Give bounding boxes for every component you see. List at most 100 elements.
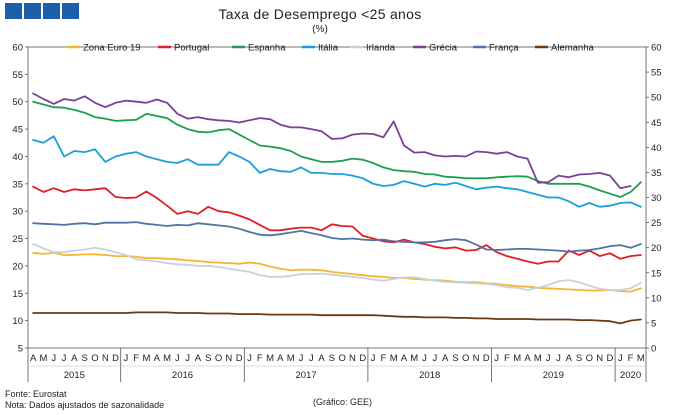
x-month-label: M xyxy=(390,353,398,364)
x-month-label: A xyxy=(524,353,531,364)
x-month-label: J xyxy=(371,353,376,364)
x-month-label: O xyxy=(586,353,593,364)
x-month-label: O xyxy=(462,353,469,364)
legend-label: Espanha xyxy=(248,43,286,54)
legend-label: Irlanda xyxy=(366,43,396,54)
x-month-label: N xyxy=(102,353,109,364)
series-line xyxy=(32,185,642,265)
x-year-label: 2015 xyxy=(64,370,85,381)
x-month-label: S xyxy=(81,353,87,364)
legend-label: França xyxy=(489,43,519,54)
x-month-label: M xyxy=(39,353,47,364)
y2-tick-label: 45 xyxy=(651,118,662,129)
chart-title: Taxa de Desemprego <25 anos xyxy=(218,6,422,22)
x-year-label: 2019 xyxy=(543,370,564,381)
series-line xyxy=(32,135,642,208)
y-tick-label: 5 xyxy=(18,344,23,355)
logo-block xyxy=(24,3,41,19)
x-month-label: J xyxy=(432,353,437,364)
y-tick-label: 50 xyxy=(12,97,23,108)
series-line xyxy=(32,100,642,198)
x-year-label: 2020 xyxy=(620,370,641,381)
x-month-label: M xyxy=(534,353,542,364)
x-month-label: M xyxy=(163,353,171,364)
legend-label: Portugal xyxy=(174,43,209,54)
x-month-label: J xyxy=(62,353,67,364)
series-line xyxy=(32,311,642,325)
y2-tick-label: 20 xyxy=(651,243,662,254)
source-note: Fonte: Eurostat xyxy=(5,389,67,399)
x-month-label: O xyxy=(338,353,345,364)
y2-tick-label: 25 xyxy=(651,218,662,229)
x-month-label: J xyxy=(123,353,128,364)
y-tick-label: 35 xyxy=(12,179,23,190)
series-line xyxy=(32,92,632,190)
x-month-label: S xyxy=(576,353,582,364)
footnote: Nota: Dados ajustados de sazonalidade xyxy=(5,400,165,410)
y2-tick-label: 15 xyxy=(651,268,662,279)
x-month-label: A xyxy=(154,353,161,364)
legend-label: Zona Euro 19 xyxy=(83,43,141,54)
x-month-label: D xyxy=(112,353,119,364)
x-month-label: J xyxy=(546,353,551,364)
x-month-label: D xyxy=(607,353,614,364)
x-month-label: J xyxy=(494,353,499,364)
x-month-label: D xyxy=(236,353,243,364)
series-line xyxy=(32,221,642,253)
x-month-label: J xyxy=(422,353,427,364)
logo-block xyxy=(5,3,22,19)
y-tick-label: 40 xyxy=(12,152,23,163)
y2-tick-label: 35 xyxy=(651,168,662,179)
x-month-label: J xyxy=(175,353,180,364)
x-month-label: N xyxy=(349,353,356,364)
x-month-label: N xyxy=(596,353,603,364)
x-month-label: F xyxy=(380,353,386,364)
x-month-label: D xyxy=(359,353,366,364)
y-tick-label: 55 xyxy=(12,70,23,81)
x-month-label: F xyxy=(257,353,263,364)
y-tick-label: 60 xyxy=(12,43,23,54)
chart-credit: (Gráfico: GEE) xyxy=(313,397,373,407)
legend-label: Alemanha xyxy=(551,43,594,54)
y2-tick-label: 50 xyxy=(651,93,662,104)
y2-tick-label: 5 xyxy=(651,318,656,329)
x-month-label: F xyxy=(504,353,510,364)
x-month-label: J xyxy=(247,353,252,364)
x-month-label: J xyxy=(618,353,623,364)
x-month-label: J xyxy=(299,353,304,364)
x-month-label: A xyxy=(401,353,408,364)
y-tick-label: 15 xyxy=(12,289,23,300)
y2-tick-label: 40 xyxy=(651,143,662,154)
x-month-label: A xyxy=(195,353,202,364)
x-month-label: N xyxy=(225,353,232,364)
y-tick-label: 20 xyxy=(12,261,23,272)
x-year-label: 2017 xyxy=(296,370,317,381)
x-month-label: M xyxy=(513,353,521,364)
logo-block xyxy=(43,3,60,19)
x-month-label: A xyxy=(277,353,284,364)
x-month-label: J xyxy=(556,353,561,364)
y2-tick-label: 60 xyxy=(651,43,662,54)
x-month-label: F xyxy=(133,353,139,364)
x-month-label: J xyxy=(309,353,314,364)
y-tick-label: 10 xyxy=(12,316,23,327)
x-month-label: S xyxy=(329,353,335,364)
y2-tick-label: 30 xyxy=(651,193,662,204)
x-month-label: M xyxy=(410,353,418,364)
y-tick-label: 25 xyxy=(12,234,23,245)
x-month-label: O xyxy=(91,353,98,364)
x-month-label: M xyxy=(637,353,645,364)
x-month-label: M xyxy=(142,353,150,364)
y2-tick-label: 55 xyxy=(651,68,662,79)
x-month-label: S xyxy=(452,353,458,364)
x-month-label: A xyxy=(318,353,325,364)
chart-subtitle: (%) xyxy=(312,24,328,35)
legend-label: Itália xyxy=(318,43,339,54)
x-month-label: N xyxy=(473,353,480,364)
y-tick-label: 45 xyxy=(12,125,23,136)
x-month-label: M xyxy=(287,353,295,364)
legend-label: Grécia xyxy=(429,43,458,54)
x-month-label: S xyxy=(205,353,211,364)
logo xyxy=(5,3,79,19)
